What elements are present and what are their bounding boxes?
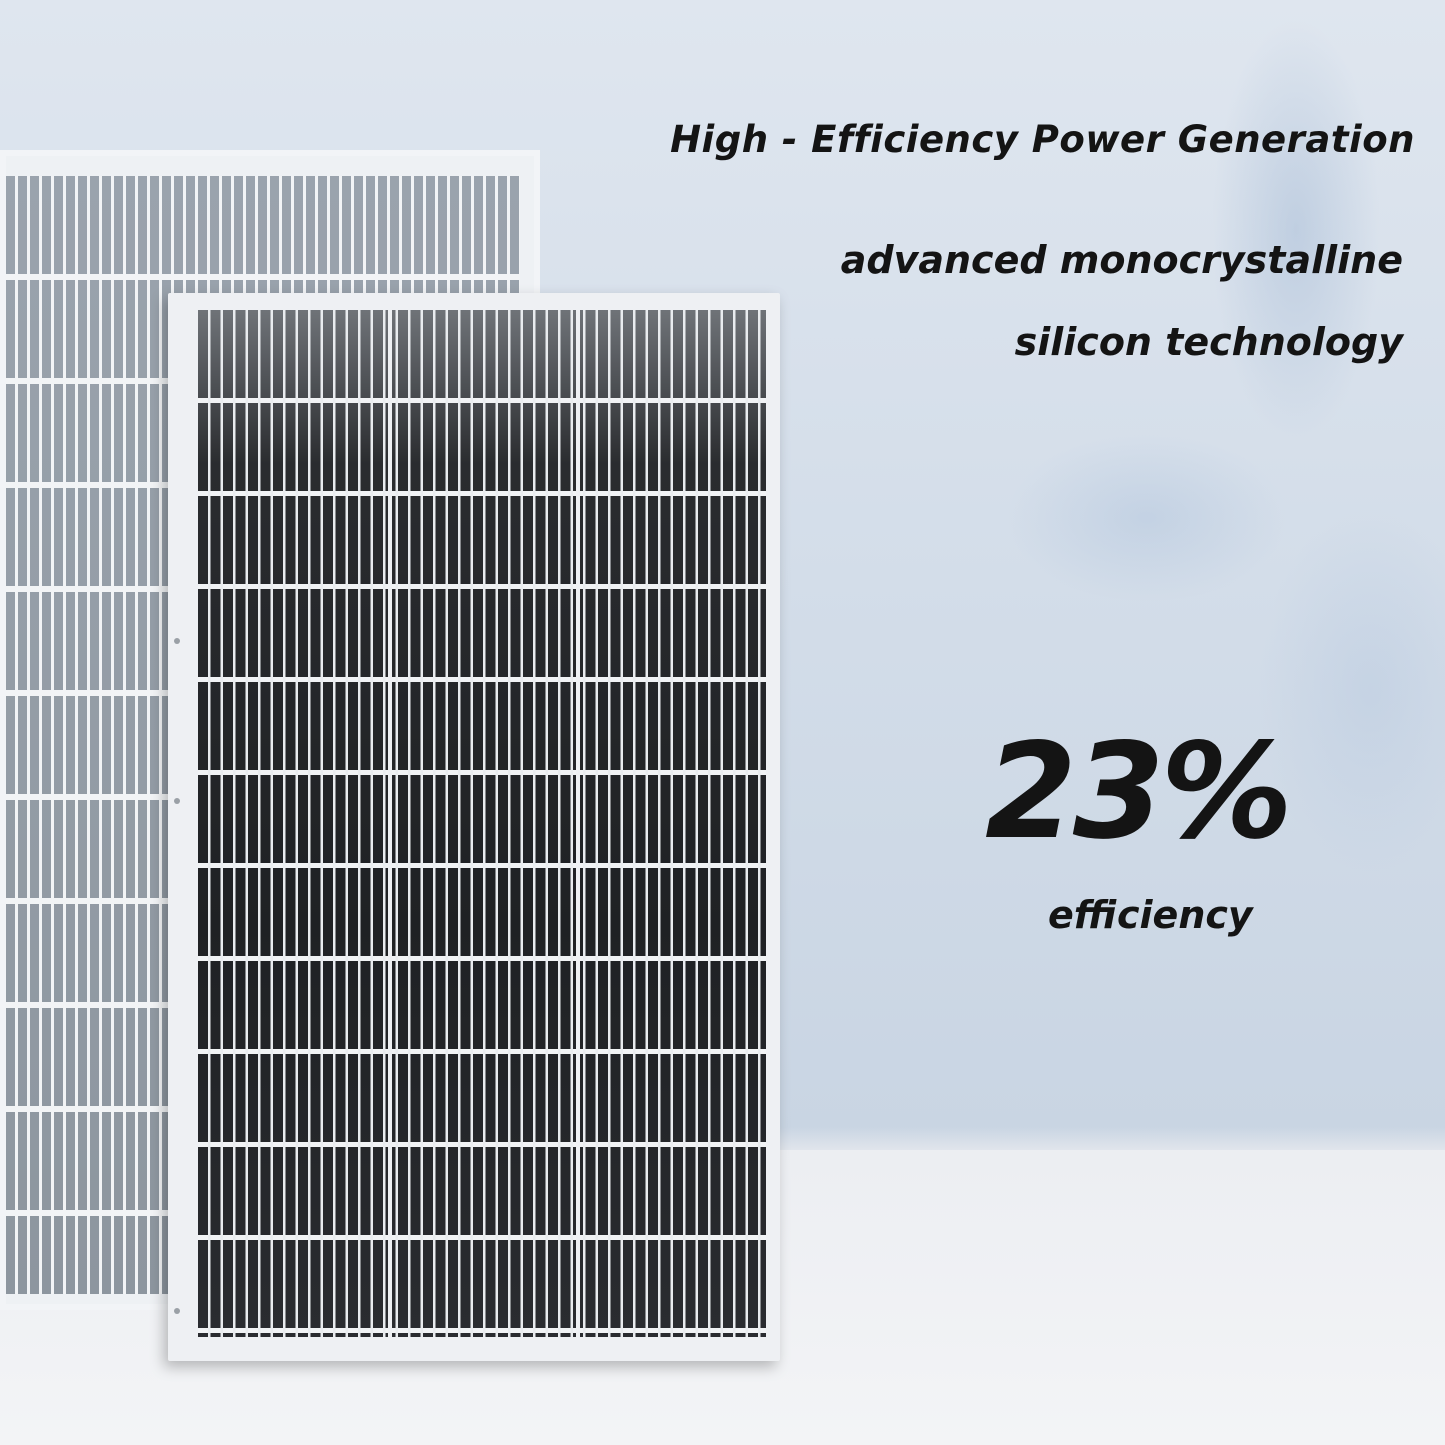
efficiency-value: 23% [985,715,1293,869]
efficiency-label: efficiency [1048,893,1253,937]
mounting-hole [174,1308,180,1314]
front-solar-panel-image [168,293,780,1361]
headline: High - Efficiency Power Generation [670,118,1415,161]
front-panel-cells [198,310,766,1337]
panel-divider [576,310,580,1337]
subtitle-line-2: silicon technology [1014,320,1403,364]
mounting-hole [174,798,180,804]
panel-divider [388,310,392,1337]
mounting-hole [174,638,180,644]
subtitle-line-1: advanced monocrystalline [840,238,1403,282]
leaf-shadow-background [700,0,1445,1150]
